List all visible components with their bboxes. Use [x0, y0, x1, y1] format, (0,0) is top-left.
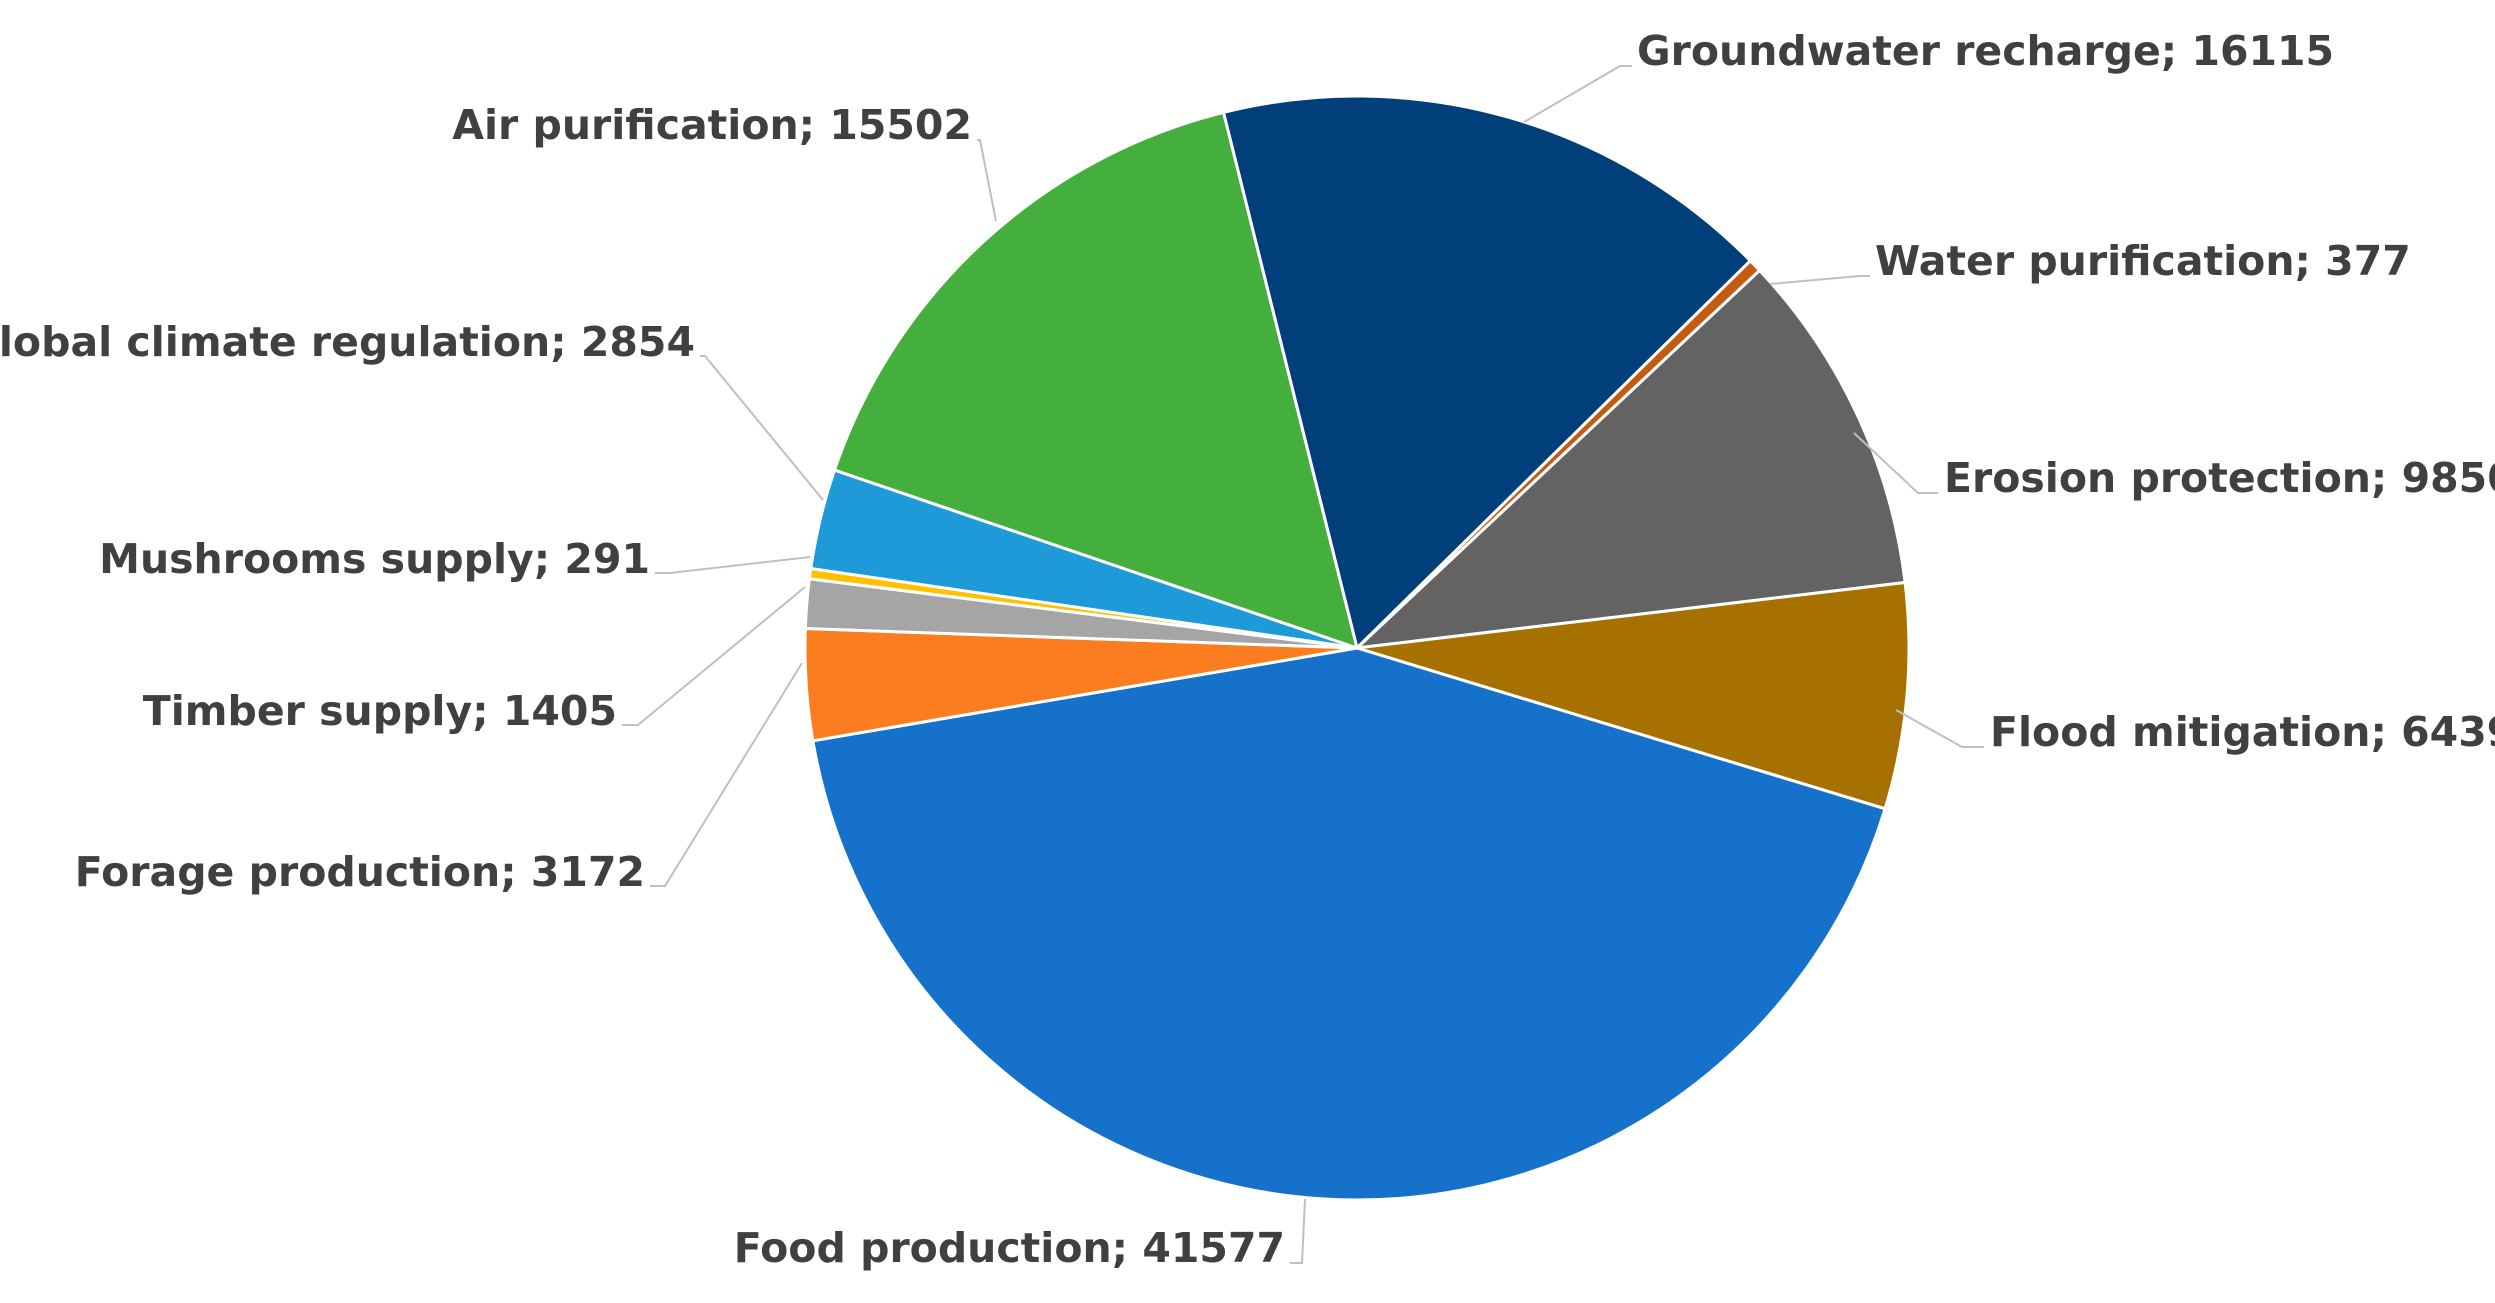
- leader-line-forage-production: [650, 662, 803, 887]
- data-label-erosion-protection: Erosion protection; 9850: [1944, 454, 2495, 502]
- pie-slices: [803, 94, 1911, 1202]
- data-label-mushrooms-supply: Mushrooms supply; 291: [99, 535, 650, 583]
- leader-lines: [622, 65, 1984, 1264]
- data-label-timber-supply: Timber supply; 1405: [143, 687, 617, 735]
- data-label-water-purification: Water purification; 377: [1875, 237, 2411, 285]
- leader-line-mushrooms-supply: [655, 556, 811, 574]
- data-label-groundwater-recharge: Groundwater recharge; 16115: [1637, 27, 2334, 75]
- leader-line-timber-supply: [622, 586, 806, 726]
- data-labels: Groundwater recharge; 16115 Water purifi…: [0, 27, 2495, 1272]
- pie-slice-flood-mitigation: [1356, 580, 1911, 811]
- leader-line-air-purification: [977, 139, 997, 222]
- pie-slice-erosion-protection: [1352, 268, 1907, 651]
- data-label-air-purification: Air purification; 15502: [452, 101, 972, 149]
- leader-line-water-purification: [1769, 275, 1870, 285]
- data-label-forage-production: Forage production; 3172: [75, 848, 645, 896]
- leader-line-global-climate-regulation: [700, 355, 824, 501]
- leader-line-flood-mitigation: [1895, 709, 1984, 748]
- pie-slice-groundwater-recharge: [1221, 94, 1753, 651]
- data-label-global-climate-regulation: Global climate regulation; 2854: [0, 318, 695, 366]
- leader-line-food-production: [1290, 1198, 1306, 1264]
- data-label-food-production: Food production; 41577: [734, 1224, 1285, 1272]
- data-label-flood-mitigation: Flood mitigation; 6439: [1990, 708, 2495, 756]
- leader-line-erosion-protection: [1853, 432, 1938, 494]
- leader-line-groundwater-recharge: [1523, 65, 1632, 123]
- pie-slice-food-production: [811, 646, 1887, 1202]
- pie-slice-air-purification: [832, 110, 1360, 651]
